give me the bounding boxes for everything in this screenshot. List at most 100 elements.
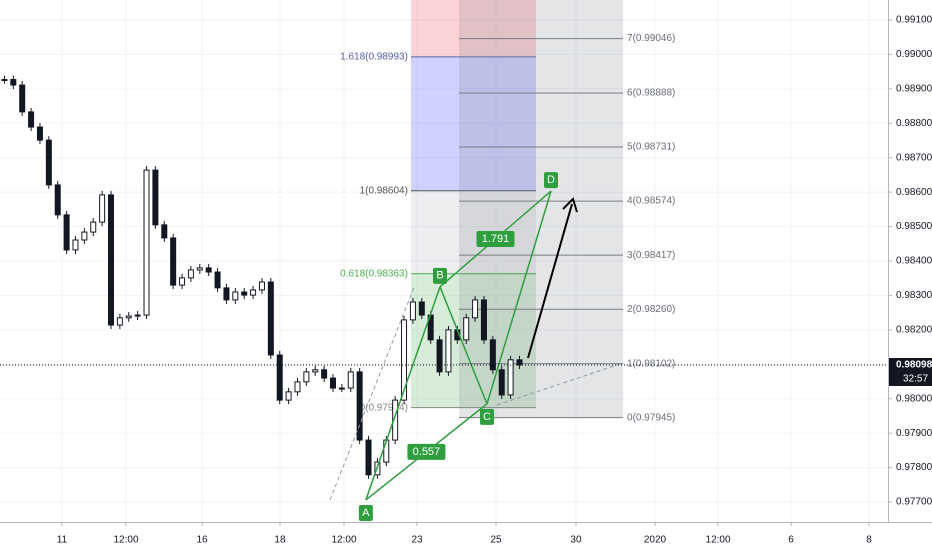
candle [205, 267, 212, 273]
pattern-point-label: B [436, 270, 443, 282]
x-tick-label: 12:00 [113, 535, 138, 546]
y-tick-label: 0.98000 [896, 393, 932, 404]
y-tick-label: 0.98700 [896, 152, 932, 163]
fib-extension-label: 7(0.99046) [627, 33, 675, 44]
fib-extension-label: 1(0.98102) [627, 358, 675, 369]
candle [356, 371, 363, 441]
candle [223, 287, 230, 301]
x-tick-label: 25 [490, 535, 502, 546]
axes: 0.99100 0.99000 0.98900 0.98800 0.98700 0.986… [57, 15, 932, 546]
candle [312, 369, 319, 373]
candle [134, 314, 141, 317]
x-tick-label: 6 [788, 535, 794, 546]
pattern-point-box [358, 504, 373, 521]
candle [232, 291, 239, 301]
candle [276, 354, 283, 401]
pattern-point-box [479, 408, 494, 425]
candle [116, 317, 123, 326]
abcd-pattern: A B C D 0.557 1.791 [358, 172, 559, 521]
fib-extension-label: 5(0.98731) [627, 142, 675, 153]
candle [392, 399, 399, 441]
x-tick-label: 16 [196, 535, 208, 546]
countdown-tag [889, 371, 932, 386]
candle [161, 224, 168, 239]
x-tick-label: 11 [57, 535, 68, 546]
fib-zones: 1.618(0.98993) 1(0.98604) 0.618(0.98363) 0(… [340, 0, 675, 423]
pattern-ratio-label: 1.791 [482, 233, 510, 245]
pattern-leg [486, 190, 552, 405]
y-tick-label: 0.99000 [896, 49, 932, 60]
candle [418, 301, 425, 316]
pattern-ratio-box [476, 230, 515, 247]
candle [81, 231, 88, 241]
fib-extension-label: 6(0.98888) [627, 88, 675, 99]
candle [108, 194, 114, 326]
x-tick-label: 23 [411, 535, 423, 546]
candle [303, 371, 310, 383]
candle [72, 239, 79, 251]
candle [347, 371, 354, 389]
pattern-ratio-box [407, 443, 446, 460]
candle [125, 315, 132, 319]
y-tick-label: 0.98600 [896, 187, 932, 198]
fib-zone [410, 190, 536, 274]
x-tick-label: 2020 [644, 535, 667, 546]
y-tick-label: 0.98500 [896, 221, 932, 232]
candle [330, 377, 336, 389]
fib-extension-label: 3(0.98417) [627, 250, 675, 261]
y-tick-label: 0.99100 [896, 15, 932, 26]
candle [285, 391, 292, 401]
y-tick-label: 0.98900 [896, 83, 932, 94]
fib-level-label: 1(0.98604) [360, 185, 408, 196]
candle [445, 329, 452, 373]
candle [143, 169, 150, 316]
y-tick-label: 0.98200 [896, 325, 932, 336]
fib-zone [410, 0, 536, 57]
candle [489, 339, 496, 371]
x-tick-label: 8 [866, 535, 872, 546]
arrow-shaft [527, 203, 573, 359]
y-tick-label: 0.98300 [896, 290, 932, 301]
y-tick-label: 0.97800 [896, 462, 932, 473]
candle [409, 301, 416, 321]
pattern-point-label: D [547, 174, 555, 186]
candle [1, 79, 8, 82]
candle [170, 237, 177, 286]
candle [498, 369, 505, 396]
candle [90, 221, 97, 233]
fib-level-label: 0.618(0.98363) [340, 268, 408, 279]
candle [179, 277, 186, 286]
candle [28, 111, 35, 128]
pattern-point-box [433, 267, 448, 284]
candle [63, 214, 70, 251]
fib-level-label: 0(0.97974) [360, 402, 408, 413]
candle [507, 359, 514, 396]
candle [321, 369, 328, 379]
candle [365, 439, 372, 476]
trend-line [496, 362, 624, 406]
pattern-leg [439, 286, 488, 405]
candle [214, 271, 221, 289]
candle [472, 299, 479, 319]
pattern-point-box [544, 172, 559, 189]
last-price-label: 0.98098 [896, 360, 932, 371]
arrow-head [562, 197, 578, 213]
fib-extension-label: 2(0.98260) [627, 304, 675, 315]
candle [10, 79, 17, 86]
candle [45, 139, 52, 186]
countdown-label: 32:57 [903, 374, 928, 385]
x-tick-label: 12:00 [706, 535, 731, 546]
fib-zone [410, 273, 536, 408]
candle [36, 126, 43, 141]
fib-extension-label: 4(0.98574) [627, 196, 675, 207]
x-tick-label: 30 [570, 535, 582, 546]
last-price-tag [889, 357, 932, 372]
candle [241, 291, 248, 296]
candle [267, 281, 274, 356]
x-tick-label: 12:00 [331, 535, 356, 546]
fib-extension-label: 0(0.97945) [627, 412, 675, 423]
candle [338, 387, 345, 390]
fib-extension-area [459, 0, 624, 418]
